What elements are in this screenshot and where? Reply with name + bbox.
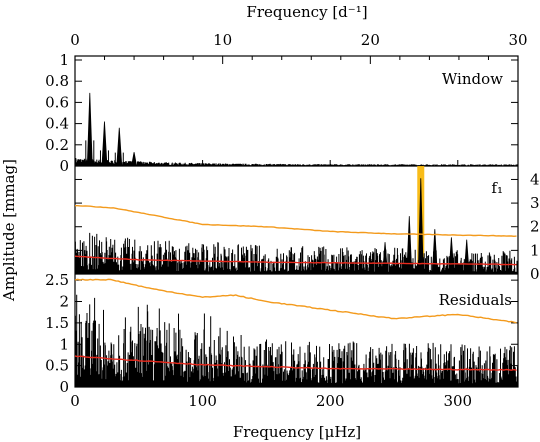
bottom-x-axis-title: Frequency [μHz] (233, 423, 361, 441)
y-tick-label: 1.5 (45, 314, 69, 332)
y-tick-label: 0 (59, 157, 69, 175)
y-tick-label: 0.4 (45, 115, 69, 133)
y-tick-label: 1 (59, 335, 69, 353)
spectrum-peak (131, 152, 138, 167)
mean-line (74, 355, 517, 371)
y-tick-label: 0 (59, 378, 69, 396)
panel-label-window: Window (442, 70, 503, 88)
y-tick-label: 4 (530, 170, 540, 188)
top-x-tick-label: 0 (70, 31, 80, 49)
spectrum-noise (74, 294, 518, 387)
y-axis-title: Amplitude [mmag] (0, 159, 18, 302)
threshold-line (75, 205, 517, 238)
y-tick-label: 1 (530, 241, 540, 259)
panel-f1 (74, 166, 518, 275)
panels (74, 92, 518, 387)
spectrum-peak (431, 229, 438, 275)
mean-line (74, 255, 517, 266)
panel-residuals (74, 278, 518, 387)
spectrum-peak (406, 216, 413, 275)
spectrum-peak (382, 242, 388, 275)
top-x-axis-title: Frequency [d⁻¹] (246, 3, 367, 21)
y-tick-label: 0.6 (45, 93, 69, 111)
panel-label-f1: f₁ (491, 179, 503, 197)
spectrum-peak (417, 178, 424, 275)
top-x-tick-label: 20 (361, 31, 380, 49)
spectrum-peak (116, 127, 123, 167)
spectrum-peak (448, 237, 455, 275)
top-x-tick-label: 30 (508, 31, 527, 49)
panel-window (74, 92, 518, 167)
y-tick-label: 3 (530, 194, 540, 212)
y-tick-label: 0.8 (45, 72, 69, 90)
top-x-tick-label: 10 (213, 31, 232, 49)
bottom-x-tick-label: 300 (443, 392, 472, 410)
y-tick-label: 0.5 (45, 357, 69, 375)
threshold-line (74, 278, 517, 324)
bottom-x-tick-label: 100 (188, 392, 217, 410)
y-tick-label: 2 (59, 293, 69, 311)
spectrum-peak (463, 239, 470, 275)
spectrum-peak (101, 121, 108, 167)
y-tick-label: 1 (59, 51, 69, 69)
bottom-x-tick-label: 0 (70, 392, 80, 410)
spectrum-peak (86, 92, 93, 167)
y-tick-label: 0.2 (45, 136, 69, 154)
y-tick-label: 0 (530, 265, 540, 283)
panel-label-residuals: Residuals (439, 291, 512, 309)
y-tick-label: 2 (530, 218, 540, 236)
y-tick-label: 2.5 (45, 271, 69, 289)
bottom-x-tick-label: 200 (316, 392, 345, 410)
spectrum-noise (74, 158, 518, 166)
